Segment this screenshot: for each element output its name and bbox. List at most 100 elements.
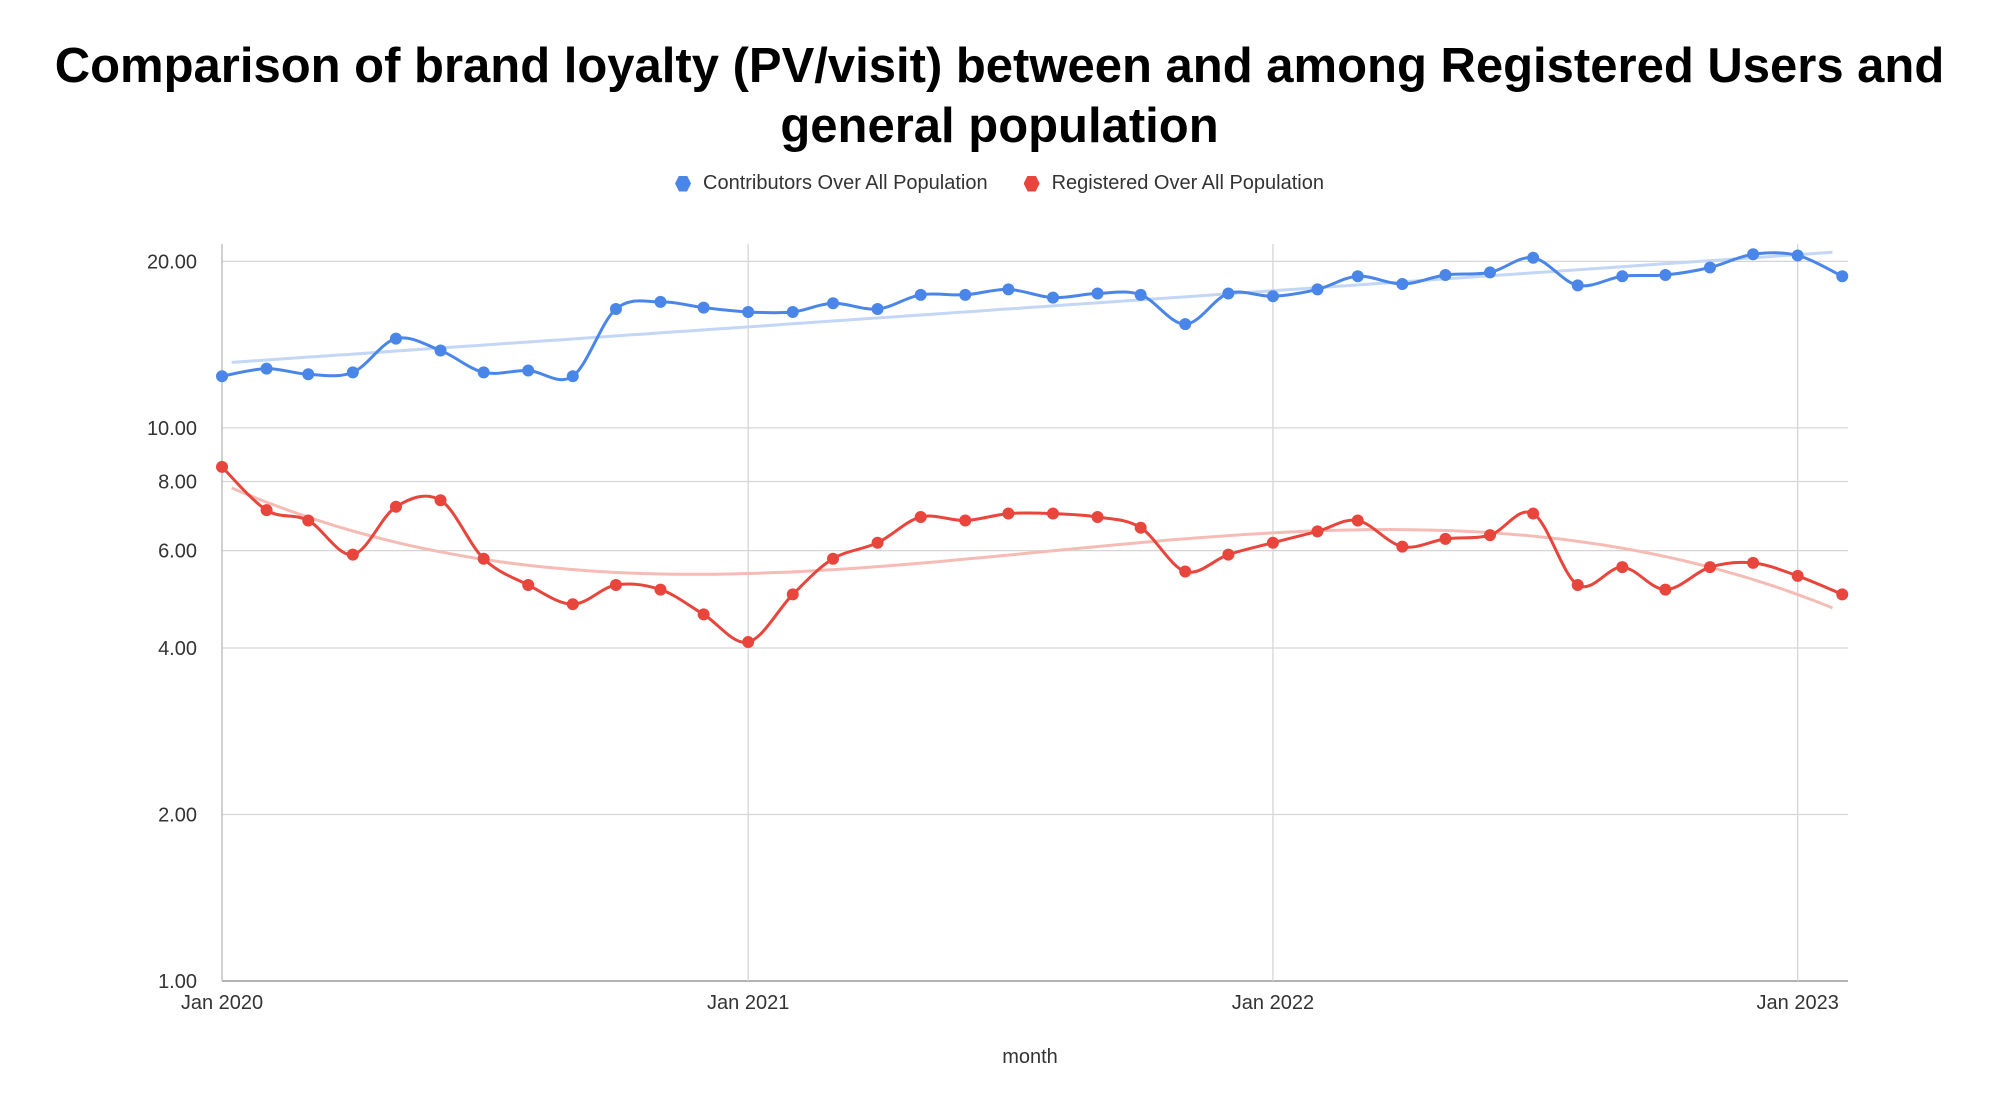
data-point-registered — [522, 578, 535, 591]
legend-marker-contributors — [675, 175, 692, 192]
trend-layer — [231, 250, 1834, 610]
data-point-registered — [1439, 532, 1452, 545]
data-point-registered — [914, 511, 927, 524]
data-point-contributors — [697, 301, 710, 314]
data-point-contributors — [1046, 291, 1059, 304]
data-point-contributors — [1484, 266, 1497, 279]
data-point-contributors — [302, 368, 315, 381]
data-point-contributors — [959, 288, 972, 301]
data-point-contributors — [742, 305, 755, 318]
data-point-contributors — [1791, 249, 1804, 262]
data-point-contributors — [434, 344, 447, 357]
data-point-registered — [389, 500, 402, 513]
legend-label-contributors: Contributors Over All Population — [703, 172, 988, 194]
data-point-contributors — [522, 364, 535, 377]
data-point-contributors — [1527, 251, 1540, 264]
data-point-contributors — [1396, 278, 1409, 291]
data-point-registered — [1527, 507, 1540, 520]
data-point-contributors — [566, 370, 579, 383]
data-point-registered — [871, 536, 884, 549]
data-point-registered — [1266, 536, 1279, 549]
data-point-registered — [1396, 540, 1409, 553]
data-point-registered — [1571, 578, 1584, 591]
data-point-contributors — [914, 288, 927, 301]
x-tick-label: Jan 2021 — [707, 992, 789, 1014]
y-tick-label: 8.00 — [158, 471, 197, 493]
data-point-contributors — [1266, 290, 1279, 303]
y-tick-label: 1.00 — [158, 971, 197, 993]
data-point-registered — [654, 583, 667, 596]
data-point-registered — [434, 494, 447, 507]
grid-layer — [221, 244, 1848, 982]
y-tick-label: 20.00 — [147, 251, 197, 273]
data-point-contributors — [1703, 261, 1716, 274]
trendline-contributors — [231, 250, 1833, 364]
data-point-contributors — [260, 362, 273, 375]
data-point-registered — [302, 514, 315, 527]
data-point-contributors — [1659, 268, 1672, 281]
chart-title-line-1: Comparison of brand loyalty (PV/visit) b… — [54, 39, 1945, 93]
trendline-registered — [231, 486, 1834, 610]
data-point-registered — [260, 504, 273, 517]
data-point-registered — [609, 578, 622, 591]
data-point-registered — [1747, 556, 1760, 569]
data-point-registered — [216, 460, 228, 473]
data-point-registered — [1791, 569, 1804, 582]
data-point-registered — [786, 588, 799, 601]
y-tick-label: 10.00 — [147, 418, 197, 440]
y-tick-label: 4.00 — [158, 638, 197, 660]
chart-title: Comparison of brand loyalty (PV/visit) b… — [0, 36, 1999, 156]
data-point-contributors — [1351, 270, 1364, 283]
axis-layer: 1.00 2.00 4.00 6.00 8.00 10.00 20.00 Jan 2020 Ja… — [147, 251, 1839, 1068]
data-point-registered — [742, 636, 755, 649]
data-point-registered — [1703, 561, 1716, 574]
data-point-registered — [1002, 507, 1015, 520]
data-point-registered — [1351, 514, 1364, 527]
data-point-contributors — [1836, 270, 1849, 283]
data-point-registered — [959, 514, 972, 527]
data-point-contributors — [786, 305, 799, 318]
data-point-registered — [1222, 548, 1235, 561]
data-point-contributors — [1571, 279, 1584, 292]
chart-title-line-2: general population — [780, 99, 1219, 153]
data-point-contributors — [346, 366, 359, 379]
chart-legend: Contributors Over All Population Registe… — [0, 172, 1999, 195]
data-point-contributors — [1222, 287, 1235, 300]
data-point-contributors — [216, 370, 228, 383]
data-point-registered — [566, 598, 579, 611]
y-tick-label: 2.00 — [158, 804, 197, 826]
data-point-registered — [346, 548, 359, 561]
data-point-contributors — [1091, 287, 1104, 300]
data-point-registered — [1616, 561, 1629, 574]
y-tick-label: 6.00 — [158, 541, 197, 563]
series-layer — [216, 248, 1849, 649]
x-axis-title: month — [1002, 1046, 1058, 1068]
data-point-contributors — [389, 332, 402, 345]
data-point-registered — [1836, 588, 1849, 601]
data-point-registered — [477, 552, 490, 565]
data-point-registered — [1659, 583, 1672, 596]
data-point-contributors — [1747, 248, 1760, 261]
legend-label-registered: Registered Over All Population — [1051, 172, 1324, 194]
data-point-contributors — [1616, 270, 1629, 283]
legend-item-registered[interactable]: Registered Over All Population — [1023, 172, 1324, 195]
legend-item-contributors[interactable]: Contributors Over All Population — [675, 172, 988, 195]
data-point-contributors — [827, 297, 840, 310]
legend-marker-registered — [1023, 175, 1040, 192]
data-point-registered — [1046, 507, 1059, 520]
x-tick-label: Jan 2020 — [181, 992, 263, 1014]
data-point-registered — [1091, 511, 1104, 524]
series-line-registered — [220, 465, 1843, 644]
x-tick-label: Jan 2022 — [1232, 992, 1314, 1014]
data-point-registered — [1179, 565, 1192, 578]
data-point-contributors — [1439, 268, 1452, 281]
data-point-contributors — [871, 303, 884, 316]
data-point-registered — [1484, 529, 1497, 542]
data-point-registered — [827, 552, 840, 565]
data-point-contributors — [477, 366, 490, 379]
data-point-contributors — [1002, 283, 1015, 296]
x-tick-label: Jan 2023 — [1757, 992, 1839, 1014]
data-point-registered — [697, 608, 710, 621]
data-point-registered — [1134, 521, 1147, 534]
